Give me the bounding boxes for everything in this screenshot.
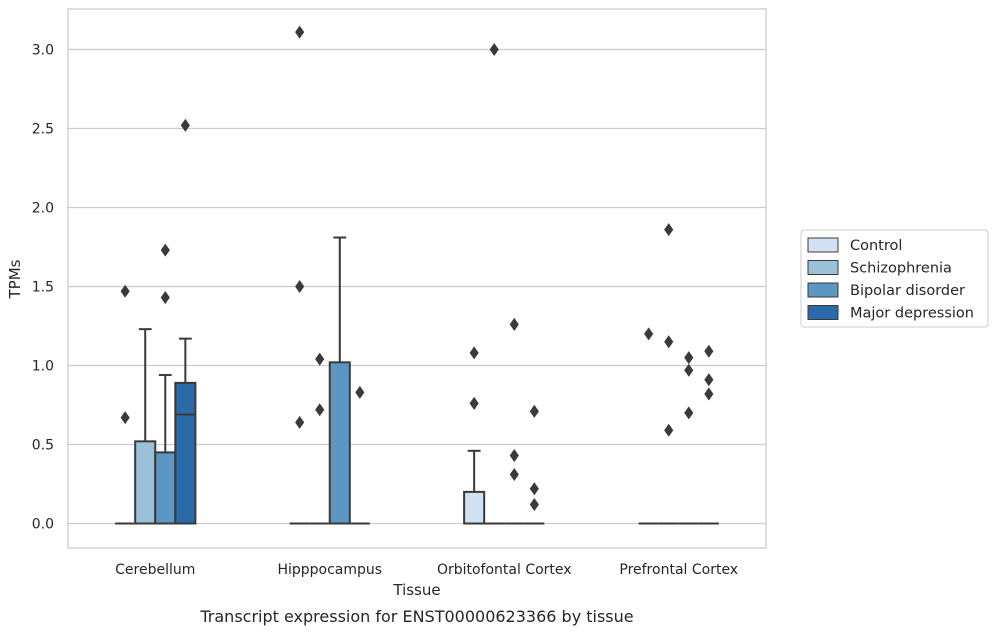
y-tick-label: 2.0 — [32, 201, 54, 217]
box-body — [463, 490, 486, 525]
outlier-point — [295, 415, 305, 429]
y-tick-label: 2.5 — [32, 122, 54, 138]
outlier-point — [529, 498, 539, 512]
outlier-point — [704, 387, 714, 401]
outlier-point — [120, 411, 130, 425]
legend-swatch — [807, 237, 839, 253]
outliers — [120, 25, 714, 512]
outlier-point — [664, 223, 674, 237]
box-body — [134, 440, 157, 525]
outlier-point — [684, 406, 694, 420]
y-tick-label: 1.0 — [32, 359, 54, 375]
box-body — [154, 451, 177, 525]
x-tick-label: Cerebellum — [115, 562, 195, 578]
outlier-point — [160, 291, 170, 305]
outlier-point — [469, 396, 479, 410]
outlier-point — [644, 327, 654, 341]
box-major-depression — [174, 337, 197, 525]
outlier-point — [664, 423, 674, 437]
y-axis-title: TPMs — [6, 259, 24, 299]
legend-swatch — [807, 282, 839, 298]
plot-area-frame — [67, 8, 767, 549]
y-axis-ticks: 0.0 0.5 1.0 1.5 2.0 2.5 3.0 — [32, 43, 54, 533]
y-tick-label: 0.0 — [32, 517, 54, 533]
legend-label: Schizophrenia — [850, 261, 952, 277]
legend-swatch — [807, 260, 839, 275]
outlier-point — [160, 243, 170, 257]
x-tick-label: Orbitofontal Cortex — [437, 562, 572, 578]
y-tick-label: 0.5 — [32, 438, 54, 454]
box-body — [174, 381, 197, 525]
outlier-point — [315, 403, 325, 417]
outlier-point — [704, 373, 714, 387]
x-axis-ticks: Cerebellum Hipppocampus Orbitofontal Corte… — [115, 562, 738, 578]
outlier-point — [704, 344, 714, 358]
legend-swatch — [807, 305, 839, 320]
outlier-point — [180, 118, 190, 132]
outlier-point — [489, 42, 499, 57]
legend-label: Major depression — [850, 306, 974, 322]
outlier-point — [315, 352, 325, 366]
x-tick-label: Hipppocampus — [277, 562, 382, 578]
outlier-point — [684, 351, 694, 365]
legend: Control Schizophrenia Bipolar disorder Majo… — [800, 229, 989, 328]
outlier-point — [664, 335, 674, 349]
outlier-point — [529, 404, 539, 418]
y-tick-label: 3.0 — [32, 43, 54, 59]
x-axis-title: Tissue — [392, 581, 440, 599]
outlier-point — [355, 385, 365, 399]
outlier-point — [295, 25, 305, 39]
box-bipolar-disorder — [328, 236, 351, 525]
box-control — [463, 449, 486, 525]
outlier-point — [120, 284, 130, 298]
legend-label: Bipolar disorder — [850, 283, 965, 299]
chart-caption: Transcript expression for ENST0000062336… — [199, 607, 633, 626]
box-body — [328, 361, 351, 525]
boxes — [115, 236, 719, 525]
x-tick-label: Prefrontal Cortex — [619, 562, 738, 578]
outlier-point — [529, 482, 539, 496]
y-tick-label: 1.5 — [32, 280, 54, 296]
legend-label: Control — [850, 238, 902, 254]
legend-frame — [800, 229, 989, 328]
outlier-point — [509, 467, 519, 482]
outlier-point — [509, 317, 519, 331]
outlier-point — [684, 363, 694, 377]
outlier-point — [469, 346, 479, 360]
outlier-point — [509, 449, 519, 463]
outlier-point — [295, 279, 305, 294]
legend-items: Control Schizophrenia Bipolar disorder Majo… — [807, 237, 974, 322]
